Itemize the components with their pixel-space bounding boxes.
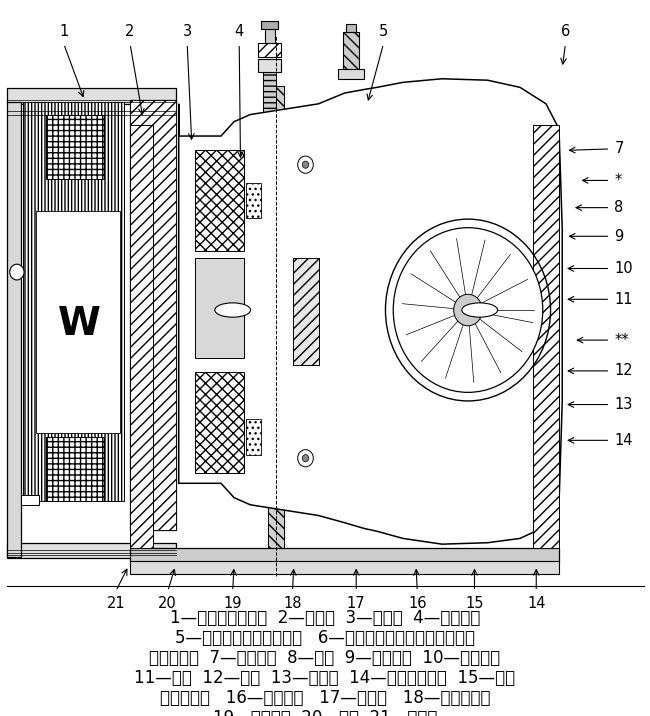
Text: 3: 3 [183,24,192,39]
Text: W: W [58,304,101,343]
Text: 19—平衡弹簧  20—载体  21—平衡圈: 19—平衡弹簧 20—载体 21—平衡圈 [213,709,437,716]
Text: 15: 15 [465,596,484,611]
Text: 11—销钉  12—风扇  13—风扇罩  14—制动线圈框体  15—制动: 11—销钉 12—风扇 13—风扇罩 14—制动线圈框体 15—制动 [135,669,515,687]
Bar [130,100,176,530]
Bar [338,69,364,79]
Bar [130,548,559,562]
Bar [292,258,318,365]
Text: 8: 8 [614,200,623,215]
Text: 5—带自锁的解除制动手柄   6—可将制动固定在解除位置的制: 5—带自锁的解除制动手柄 6—可将制动固定在解除位置的制 [175,629,475,647]
Bar [246,183,261,218]
Text: 14: 14 [614,433,632,448]
Bar [263,72,276,150]
Text: 2: 2 [125,24,135,39]
Bar [21,495,39,505]
Text: 6: 6 [561,24,570,39]
Ellipse shape [462,303,498,317]
Bar [258,43,281,57]
Text: 7: 7 [614,142,623,156]
Bar [268,86,284,251]
Circle shape [10,264,24,280]
Text: 1—制动器端罩组件  2—制动盘  3—压力盘  4—制动弹簧: 1—制动器端罩组件 2—制动盘 3—压力盘 4—制动弹簧 [170,609,480,626]
Circle shape [302,161,309,168]
Text: 18: 18 [283,596,302,611]
Text: 13: 13 [614,397,632,412]
Text: 9: 9 [614,229,623,243]
Text: 11: 11 [614,292,632,306]
Bar [6,102,21,557]
Bar [23,102,124,501]
Text: 4: 4 [235,24,244,39]
Ellipse shape [214,303,251,317]
Bar [195,372,244,473]
Bar [195,258,244,358]
Circle shape [298,450,313,467]
Bar [36,211,120,433]
Text: 16: 16 [408,596,426,611]
Text: **: ** [614,333,629,347]
Text: 17: 17 [347,596,365,611]
Bar [46,437,104,501]
Bar [265,29,275,43]
Bar [258,59,281,72]
Text: 19: 19 [224,596,242,611]
Bar [261,21,278,29]
Bar [343,32,359,72]
Text: 21: 21 [107,596,125,611]
Bar [346,24,356,32]
Text: 10: 10 [614,261,633,276]
Circle shape [393,228,543,392]
Text: 5: 5 [379,24,388,39]
Bar [6,88,176,104]
Text: 14: 14 [527,596,545,611]
Text: *: * [614,173,621,188]
Polygon shape [179,79,562,544]
Text: 20: 20 [159,596,177,611]
Circle shape [454,294,482,326]
Bar [533,125,559,548]
Text: 动释放螺钉  7—释放杠杆  8—螺栓  9—设置螺母  10—锥圈弹簧: 动释放螺钉 7—释放杠杆 8—螺栓 9—设置螺母 10—锥圈弹簧 [150,649,500,667]
Text: 1: 1 [59,24,68,39]
Bar [130,125,153,548]
Text: 盘调整螺母   16—固定螺栓   17—压力圈   18—橡胶密封圈: 盘调整螺母 16—固定螺栓 17—压力圈 18—橡胶密封圈 [160,689,490,707]
Bar [46,115,104,179]
Bar [246,419,261,455]
Circle shape [302,455,309,462]
Text: 12: 12 [614,364,633,378]
Bar [130,561,559,574]
Bar [268,394,284,558]
Bar [6,543,176,558]
Bar [130,100,176,530]
Bar [195,150,244,251]
Circle shape [298,156,313,173]
